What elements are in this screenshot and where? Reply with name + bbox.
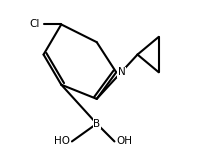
- Text: B: B: [93, 119, 100, 129]
- Text: N: N: [118, 67, 126, 77]
- Text: OH: OH: [116, 136, 132, 146]
- Text: HO: HO: [54, 136, 70, 146]
- Text: Cl: Cl: [30, 19, 40, 29]
